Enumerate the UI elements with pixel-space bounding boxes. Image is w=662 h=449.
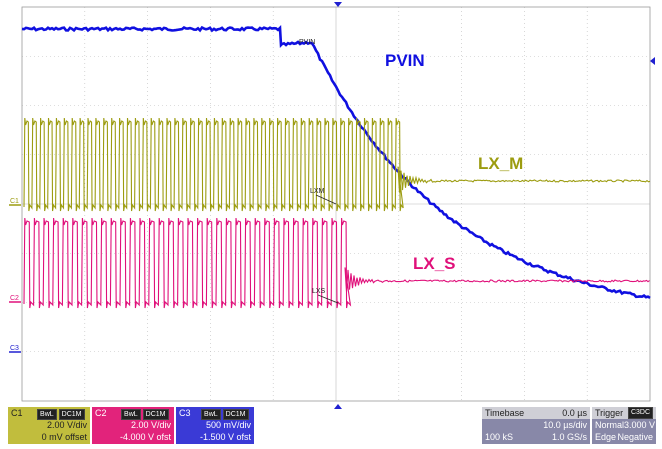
trigger-label: Trigger xyxy=(595,408,624,418)
channel-marker-c1[interactable]: C1 xyxy=(10,198,19,205)
timebase-delay: 0.0 µs xyxy=(562,408,587,418)
c1-coupling-badge: DC1M xyxy=(58,409,85,420)
lx-s-waveform xyxy=(23,217,650,309)
timebase-samples: 100 kS xyxy=(485,432,514,442)
c1-volts-div: 2.00 V/div xyxy=(46,420,87,430)
waveform-traces xyxy=(21,24,651,309)
pointer-lxm xyxy=(315,194,337,205)
c3-name: C3 xyxy=(179,408,191,418)
channel-marker-c3[interactable]: C3 xyxy=(10,345,19,352)
channel-marker-c2[interactable]: C2 xyxy=(10,295,19,302)
pvin-waveform xyxy=(21,24,651,300)
c2-name: C2 xyxy=(95,408,107,418)
c1-bw-badge: BwL xyxy=(37,409,57,420)
timebase-settings[interactable]: Timebase 0.0 µs 10.0 µs/div 100 kS 1.0 G… xyxy=(482,407,590,444)
trace-label-lx-s: LX_S xyxy=(413,254,456,273)
trace-tag-pvin: PVIN xyxy=(299,39,315,46)
channel-1-settings[interactable]: C1 BwL DC1M 2.00 V/div 0 mV offset xyxy=(8,407,90,444)
timebase-label: Timebase xyxy=(485,408,525,418)
trigger-level-marker[interactable] xyxy=(650,57,655,65)
c2-volts-div: 2.00 V/div xyxy=(130,420,171,430)
c1-offset: 0 mV offset xyxy=(41,432,87,442)
channel-2-settings[interactable]: C2 BwL DC1M 2.00 V/div -4.000 V ofst xyxy=(92,407,174,444)
trace-tag-lxs: LXS xyxy=(312,288,326,295)
timebase-rate: 1.0 GS/s xyxy=(551,432,587,442)
trigger-mode: Normal xyxy=(595,420,625,430)
timebase-time-div: 10.0 µs/div xyxy=(543,420,587,430)
trigger-source-badge: C3DC xyxy=(627,407,653,419)
c2-offset: -4.000 V ofst xyxy=(119,432,171,442)
pointer-lxs xyxy=(317,294,339,304)
trigger-level: 3.000 V xyxy=(624,420,656,430)
c1-name: C1 xyxy=(11,408,23,418)
trigger-position-marker-top[interactable] xyxy=(334,2,342,7)
c3-bw-badge: BwL xyxy=(201,409,221,420)
trigger-position-marker-bottom[interactable] xyxy=(334,404,342,409)
lx-m-waveform xyxy=(23,117,651,212)
channel-3-settings[interactable]: C3 BwL DC1M 500 mV/div -1.500 V ofst xyxy=(176,407,254,444)
trace-label-lx-m: LX_M xyxy=(478,154,523,173)
trace-tag-lxm: LXM xyxy=(310,188,325,195)
trigger-type: Edge xyxy=(595,432,617,442)
c2-bw-badge: BwL xyxy=(121,409,141,420)
c2-coupling-badge: DC1M xyxy=(142,409,169,420)
trigger-settings[interactable]: Trigger C3DC Normal 3.000 V Edge Negativ… xyxy=(592,407,656,444)
graticule-border xyxy=(21,6,651,402)
c3-coupling-badge: DC1M xyxy=(222,409,249,420)
c3-volts-div: 500 mV/div xyxy=(205,420,251,430)
trigger-slope: Negative xyxy=(617,432,653,442)
c3-offset: -1.500 V ofst xyxy=(199,432,251,442)
trace-label-pvin: PVIN xyxy=(385,51,425,70)
